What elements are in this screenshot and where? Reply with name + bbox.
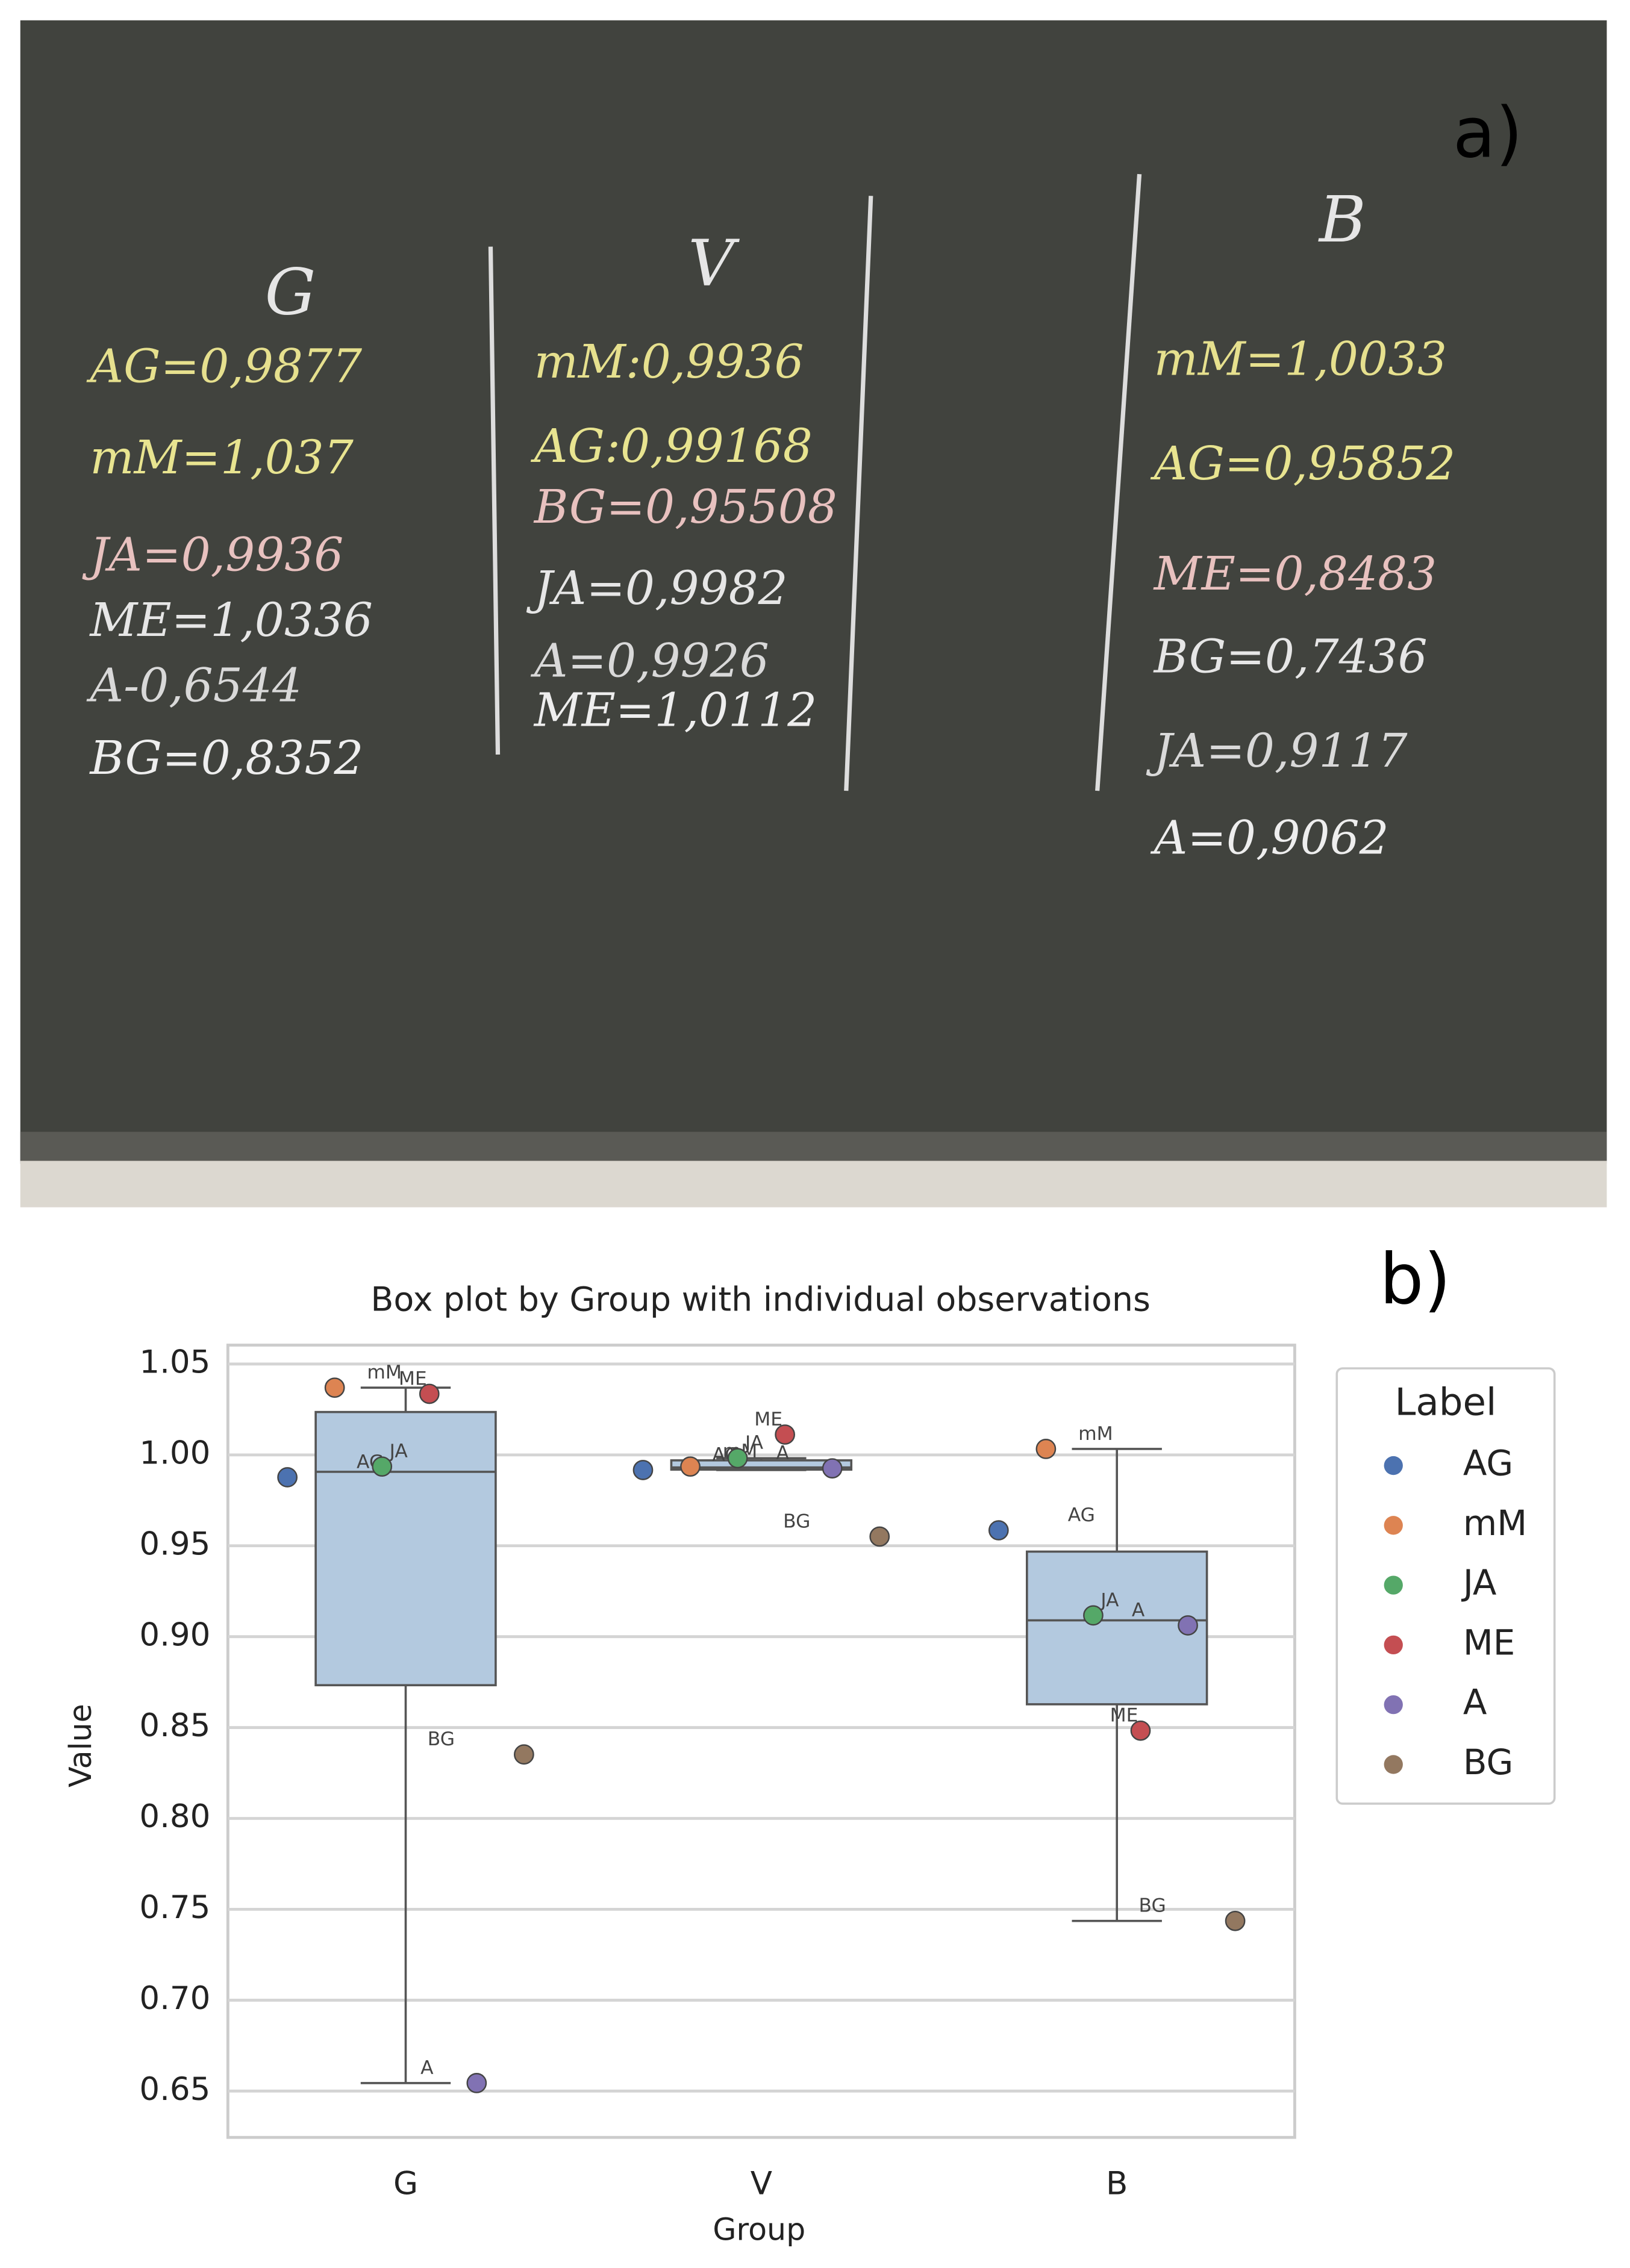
- point: [1035, 1439, 1057, 1459]
- point: [514, 1744, 534, 1765]
- box: [314, 1410, 497, 1687]
- chalk-line-text: ME=1,0112: [533, 683, 817, 737]
- chalk-line: [488, 246, 501, 755]
- point-annotation: JA: [744, 1432, 764, 1454]
- point-annotation: ME: [754, 1409, 782, 1430]
- chalk-line-text: mM:0,9936: [534, 335, 804, 389]
- legend-marker: [1384, 1635, 1403, 1655]
- y-axis-label: Value: [63, 1704, 98, 1787]
- point-annotation: JA: [1099, 1589, 1119, 1611]
- point: [466, 2073, 487, 2093]
- chalk-header: G: [265, 256, 316, 330]
- y-tick-label: 0.90: [139, 1616, 210, 1653]
- legend-marker: [1384, 1695, 1403, 1715]
- chalk-line-text: A-0,6544: [86, 658, 301, 712]
- y-tick-label: 0.70: [139, 1980, 210, 2017]
- point: [869, 1526, 890, 1547]
- chalk-ledge: [20, 1160, 1607, 1207]
- legend-marker: [1384, 1755, 1403, 1774]
- legend-title: Label: [1394, 1380, 1496, 1424]
- chalk-line-text: mM=1,0033: [1154, 332, 1447, 386]
- point: [1178, 1615, 1198, 1636]
- board-frame: [20, 1132, 1607, 1164]
- chalk-line-text: ME=1,0336: [89, 593, 373, 647]
- legend-label: JA: [1461, 1562, 1497, 1603]
- point: [324, 1377, 345, 1398]
- y-tick-label: 0.75: [139, 1889, 210, 1926]
- y-tick-label: 1.05: [139, 1344, 210, 1381]
- chalk-line-text: JA=0,9936: [82, 528, 343, 582]
- point: [1130, 1720, 1151, 1741]
- point: [1225, 1910, 1246, 1931]
- point: [1083, 1605, 1104, 1626]
- chalk-line: [1095, 173, 1142, 791]
- point-annotation: BG: [783, 1510, 810, 1532]
- point: [775, 1424, 795, 1445]
- point: [680, 1456, 701, 1477]
- legend-label: ME: [1463, 1622, 1515, 1663]
- legend-box: [1335, 1367, 1556, 1805]
- x-tick-label: V: [751, 2165, 772, 2202]
- y-tick-label: 0.95: [139, 1525, 210, 1562]
- chalk-line-text: A=0,9926: [531, 634, 769, 688]
- point-annotation: BG: [428, 1728, 455, 1750]
- panel-label: b): [1379, 1239, 1451, 1320]
- point-annotation: mM: [1078, 1423, 1113, 1445]
- point: [727, 1448, 748, 1469]
- y-tick-label: 0.85: [139, 1707, 210, 1744]
- chalkboard: [20, 20, 1607, 1161]
- point-annotation: A: [776, 1442, 789, 1464]
- chalk-line-text: AG=0,9877: [86, 339, 362, 393]
- point-annotation: AG: [1068, 1504, 1095, 1526]
- x-tick-label: B: [1106, 2165, 1128, 2202]
- legend-label: BG: [1463, 1742, 1513, 1783]
- chalk-line-text: BG=0,7436: [1153, 629, 1428, 684]
- box: [1025, 1550, 1208, 1706]
- point-annotation: mM: [367, 1362, 402, 1383]
- x-axis-label: Group: [713, 2211, 805, 2247]
- point: [419, 1383, 440, 1404]
- panel-label: a): [1453, 93, 1523, 174]
- chalk-line: [844, 196, 873, 791]
- legend-label: mM: [1463, 1503, 1527, 1544]
- point: [988, 1520, 1009, 1541]
- chalk-line-text: BG=0,95508: [533, 480, 837, 534]
- point-annotation: A: [420, 2057, 434, 2079]
- point: [632, 1460, 654, 1480]
- y-tick-label: 1.00: [139, 1435, 210, 1472]
- chalk-line-text: mM=1,037: [90, 431, 353, 485]
- point-annotation: A: [1132, 1600, 1145, 1621]
- chalk-line-text: JA=0,9982: [526, 561, 788, 615]
- point-annotation: ME: [1110, 1705, 1138, 1727]
- legend-marker: [1384, 1575, 1403, 1595]
- legend-label: AG: [1463, 1443, 1513, 1484]
- chalk-header: V: [688, 227, 740, 301]
- x-tick-label: G: [393, 2165, 418, 2202]
- point-annotation: JA: [389, 1441, 408, 1462]
- chalk-line-text: JA=0,9117: [1146, 724, 1408, 778]
- chalk-line-text: AG:0,99168: [531, 419, 813, 473]
- y-tick-label: 0.65: [139, 2071, 210, 2108]
- legend-label: A: [1463, 1682, 1487, 1723]
- chalk-line-text: AG=0,95852: [1151, 437, 1456, 491]
- y-tick-label: 0.80: [139, 1798, 210, 1835]
- chalk-line-text: ME=0,8483: [1153, 547, 1437, 601]
- point: [822, 1458, 843, 1479]
- point-annotation: ME: [399, 1368, 427, 1389]
- point-annotation: BG: [1139, 1895, 1166, 1917]
- chart-title: Box plot by Group with individual observ…: [370, 1280, 1151, 1319]
- point: [372, 1456, 393, 1477]
- chalk-line-text: BG=0,8352: [89, 731, 363, 785]
- legend-marker: [1384, 1456, 1403, 1475]
- point: [277, 1467, 298, 1488]
- chalk-header: B: [1318, 183, 1366, 257]
- chalk-line-text: A=0,9062: [1151, 811, 1389, 865]
- legend-marker: [1384, 1516, 1403, 1535]
